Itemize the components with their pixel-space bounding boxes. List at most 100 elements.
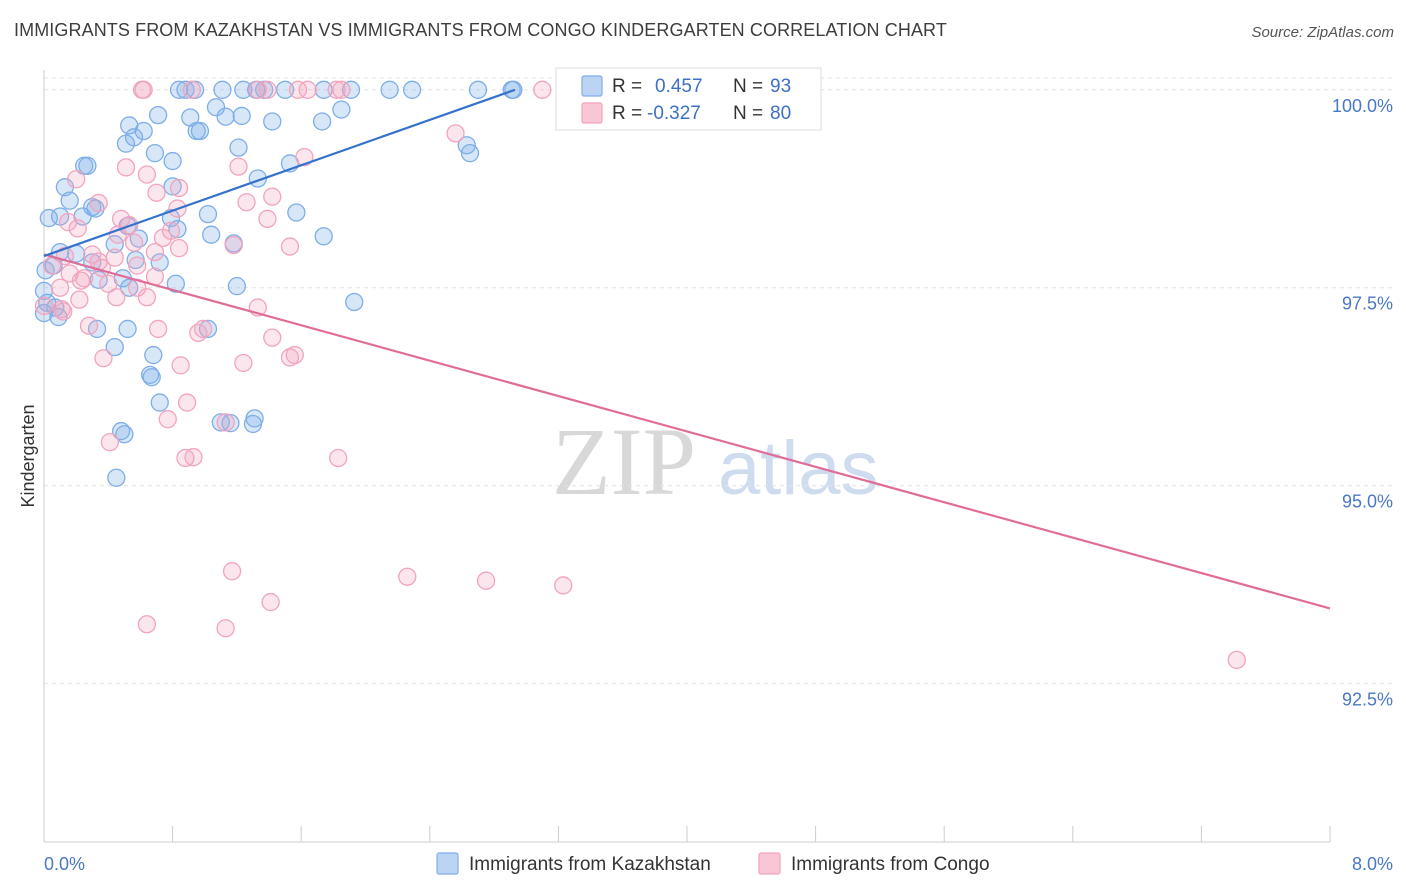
legend-swatch-congo (581, 102, 603, 124)
point-congo (237, 193, 256, 212)
point-kazakhstan (229, 138, 248, 157)
y-tick-label: 92.5% (1342, 690, 1393, 710)
point-kazakhstan (202, 225, 221, 244)
point-congo (224, 235, 243, 255)
trend-lines (43, 88, 1331, 610)
point-congo (83, 245, 102, 264)
point-congo (50, 278, 70, 297)
point-kazakhstan (163, 177, 182, 196)
point-congo (263, 328, 282, 347)
bottom-legend-congo: Immigrants from Congo (791, 854, 990, 875)
point-kazakhstan (314, 227, 333, 246)
point-kazakhstan (468, 80, 488, 99)
point-kazakhstan (105, 337, 124, 357)
point-kazakhstan (234, 80, 253, 99)
point-kazakhstan (213, 80, 232, 99)
point-congo (158, 410, 177, 429)
point-kazakhstan (176, 80, 195, 99)
point-congo (153, 228, 173, 248)
point-congo (261, 592, 280, 612)
point-kazakhstan (134, 121, 153, 141)
point-congo (216, 413, 235, 432)
point-congo (280, 348, 300, 367)
point-congo (258, 80, 277, 99)
point-kazakhstan (115, 425, 134, 444)
point-kazakhstan (145, 143, 165, 163)
point-congo (1227, 650, 1246, 670)
point-congo (89, 193, 108, 213)
point-congo (147, 183, 166, 202)
point-congo (177, 393, 197, 412)
point-congo (171, 356, 190, 375)
point-kazakhstan (169, 80, 189, 99)
point-kazakhstan (150, 393, 169, 412)
point-congo (107, 288, 126, 307)
legend-n-value-2: 80 (770, 103, 791, 124)
point-congo (128, 256, 147, 275)
point-kazakhstan (89, 270, 108, 289)
legend-n-label-1: N = (733, 76, 763, 97)
bottom-legend: Immigrants from Kazakhstan Immigrants fr… (436, 852, 990, 875)
point-kazakhstan (312, 112, 332, 131)
point-congo (189, 323, 208, 343)
point-kazakhstan (380, 80, 399, 99)
point-kazakhstan (341, 80, 361, 99)
point-kazakhstan (216, 107, 235, 126)
watermark-atlas: atlas (718, 426, 879, 511)
point-congo (79, 316, 99, 335)
y-axis-label: Kindergarten (18, 404, 38, 507)
point-congo (124, 233, 144, 252)
point-congo (54, 302, 73, 321)
point-congo (169, 178, 189, 198)
point-kazakhstan (206, 98, 226, 117)
point-kazakhstan (227, 277, 247, 296)
point-kazakhstan (314, 80, 333, 99)
point-kazakhstan (34, 303, 54, 323)
point-congo (71, 271, 91, 290)
legend-r-value-1: 0.457 (655, 76, 703, 97)
legend-r-label-2: R = (612, 103, 642, 124)
point-kazakhstan (112, 421, 131, 441)
source-label: Source: ZipAtlas.com (1251, 24, 1394, 41)
chart-title: IMMIGRANTS FROM KAZAKHSTAN VS IMMIGRANTS… (14, 20, 947, 40)
point-congo (134, 80, 153, 99)
point-kazakhstan (460, 143, 480, 163)
point-congo (285, 345, 304, 365)
point-congo (42, 256, 62, 275)
point-congo (280, 237, 300, 256)
point-kazakhstan (150, 253, 169, 272)
legend-n-value-1: 93 (770, 76, 791, 97)
point-congo (332, 80, 351, 99)
point-congo (34, 296, 54, 316)
point-kazakhstan (345, 292, 364, 312)
point-congo (68, 219, 87, 238)
y-tick-label: 95.0% (1342, 492, 1393, 512)
point-congo (258, 209, 277, 229)
point-congo (137, 165, 157, 184)
point-kazakhstan (263, 112, 282, 131)
point-kazakhstan (118, 319, 137, 339)
point-kazakhstan (144, 345, 163, 365)
point-congo (116, 158, 136, 177)
legend-n-label-2: N = (733, 103, 763, 124)
bottom-legend-swatch-congo (758, 852, 781, 875)
point-kazakhstan (142, 368, 161, 387)
point-congo (327, 80, 346, 99)
point-kazakhstan (211, 413, 230, 432)
point-kazakhstan (198, 204, 218, 224)
point-congo (216, 619, 235, 638)
point-kazakhstan (78, 156, 97, 175)
point-congo (100, 432, 120, 452)
bottom-legend-kazakhstan: Immigrants from Kazakhstan (469, 854, 711, 875)
point-congo (329, 448, 348, 468)
x-tick-label-max: 8.0% (1352, 854, 1393, 874)
point-congo (398, 567, 417, 586)
point-congo (137, 615, 157, 634)
point-congo (67, 170, 86, 189)
point-kazakhstan (332, 100, 351, 119)
bottom-legend-swatch-kazakhstan (436, 852, 459, 875)
point-congo (58, 212, 78, 232)
point-kazakhstan (198, 319, 218, 339)
point-kazakhstan (148, 105, 168, 125)
